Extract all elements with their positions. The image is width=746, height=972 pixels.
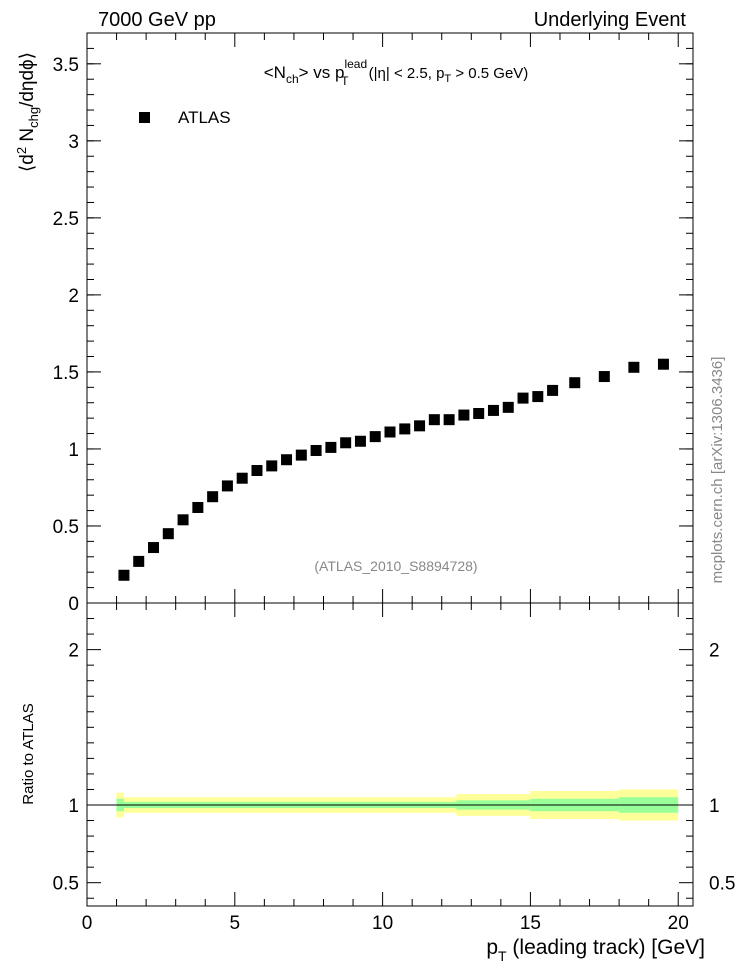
ratio-plot-axes: 0.5 0.51 12 20 5 10 15 20	[53, 603, 735, 934]
header-right-label: Underlying Event	[533, 9, 686, 31]
atlas-data-point	[547, 384, 559, 396]
atlas-data-point	[340, 437, 352, 449]
main-y-tick-label: 3	[68, 132, 79, 153]
legend-marker-atlas	[139, 112, 150, 123]
ratio-plot-frame	[86, 602, 694, 907]
atlas-data-point	[628, 361, 640, 373]
ratio-y-tick-label: 1	[68, 796, 79, 817]
ratio-y-tick-label-right: 1	[709, 796, 720, 817]
header-left-label: 7000 GeV pp	[98, 9, 216, 31]
atlas-data-point	[133, 555, 145, 567]
atlas-data-point	[428, 414, 440, 426]
atlas-data-point	[192, 501, 204, 513]
main-y-tick-label: 2	[68, 286, 79, 307]
atlas-data-point	[162, 528, 174, 540]
ratio-plot-panel: 0.5 0.51 12 20 5 10 15 20 Ratio to ATLAS pT (le…	[20, 602, 735, 964]
atlas-data-point	[295, 449, 307, 461]
main-plot-axes: 0 0.5 1 1.5 2 2.5 3 3.5	[53, 32, 693, 615]
atlas-data-points	[118, 358, 669, 581]
atlas-data-point	[310, 444, 322, 456]
ratio-y-tick-label: 2	[68, 641, 79, 662]
atlas-data-point	[207, 491, 219, 503]
atlas-data-point	[532, 391, 544, 403]
atlas-data-point	[369, 431, 381, 443]
atlas-data-point	[473, 408, 485, 420]
main-y-tick-label: 0	[68, 594, 79, 615]
mcplots-side-label: mcplots.cern.ch [arXiv:1306.3436]	[709, 357, 726, 584]
ratio-y-tick-label: 0.5	[53, 874, 79, 895]
atlas-data-point	[517, 392, 529, 404]
atlas-data-point	[487, 404, 499, 416]
main-y-tick-label: 3.5	[53, 55, 79, 76]
atlas-data-point	[148, 542, 160, 554]
atlas-data-point	[281, 454, 293, 466]
atlas-data-point	[458, 409, 470, 421]
atlas-data-point	[177, 514, 189, 526]
analysis-watermark: (ATLAS_2010_S8894728)	[314, 558, 477, 574]
x-tick-label: 15	[520, 913, 541, 934]
main-y-axis-label: ⟨d2 Nchg/dηdϕ⟩	[14, 52, 41, 172]
atlas-data-point	[399, 423, 411, 435]
atlas-data-point	[502, 401, 514, 413]
x-tick-label: 10	[372, 913, 393, 934]
atlas-data-point	[251, 465, 263, 477]
x-tick-label: 0	[82, 913, 93, 934]
plot-title: <Nch> vs plead T (|η| < 2.5, pT > 0.5 GeV…	[264, 57, 529, 88]
atlas-data-point	[569, 377, 581, 389]
atlas-data-point	[221, 480, 233, 492]
main-y-tick-label: 2.5	[53, 209, 79, 230]
ratio-y-tick-label-right: 0.5	[709, 874, 735, 895]
ratio-y-tick-label-right: 2	[709, 641, 720, 662]
x-axis-label: pT (leading track) [GeV]	[486, 936, 705, 964]
main-plot-panel: 0 0.5 1 1.5 2 2.5 3 3.5 <Nch> vs plead T (|η| < …	[14, 32, 694, 615]
legend-label-atlas: ATLAS	[178, 108, 231, 127]
atlas-data-point	[236, 472, 248, 484]
atlas-data-point	[657, 358, 669, 370]
atlas-data-point	[598, 371, 610, 383]
atlas-data-point	[443, 414, 455, 426]
ratio-y-axis-label: Ratio to ATLAS	[20, 703, 37, 804]
atlas-data-point	[266, 460, 278, 472]
main-y-tick-label: 1.5	[53, 363, 79, 384]
atlas-data-point	[325, 441, 337, 453]
main-y-tick-label: 0.5	[53, 517, 79, 538]
main-y-tick-label: 1	[68, 440, 79, 461]
x-tick-label: 20	[668, 913, 689, 934]
atlas-data-point	[354, 435, 366, 447]
atlas-data-point	[118, 569, 130, 581]
x-tick-label: 5	[230, 913, 241, 934]
atlas-data-point	[384, 426, 396, 438]
atlas-data-point	[414, 420, 426, 432]
